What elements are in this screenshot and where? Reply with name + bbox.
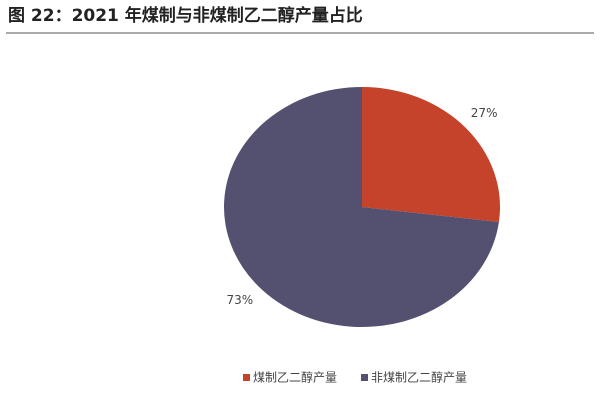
legend-label: 煤制乙二醇产量: [253, 370, 337, 385]
data-label: 27%: [471, 106, 498, 120]
chart-title: 图 22：2021 年煤制与非煤制乙二醇产量占比: [8, 5, 363, 26]
data-label: 73%: [227, 293, 254, 307]
legend-swatch: [361, 374, 369, 381]
legend-label: 非煤制乙二醇产量: [371, 370, 467, 385]
pie-slice: [224, 87, 499, 327]
pie-slice: [362, 87, 500, 223]
legend-swatch: [243, 374, 250, 381]
